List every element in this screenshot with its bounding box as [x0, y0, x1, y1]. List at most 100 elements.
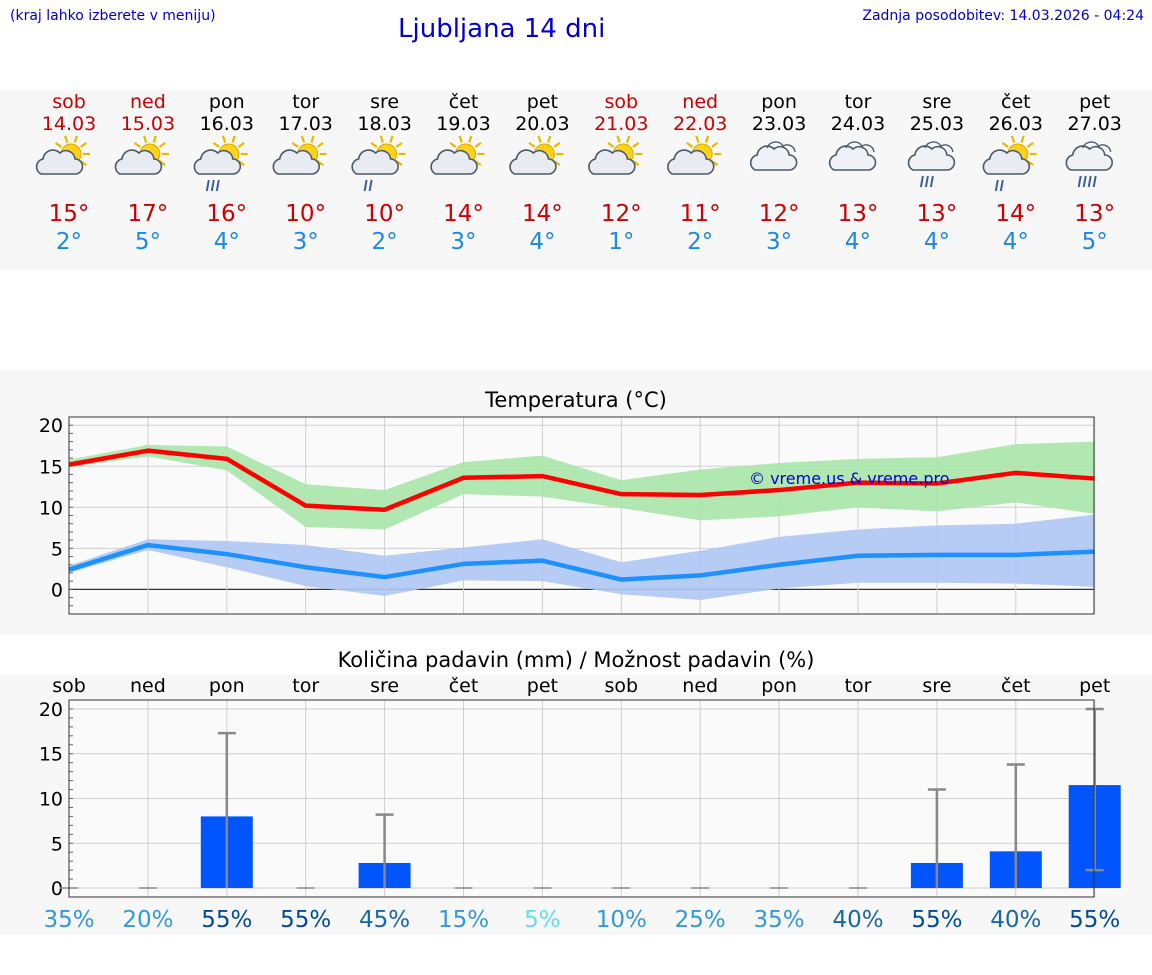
day-name: pon: [209, 91, 245, 113]
min-temp: 4°: [214, 229, 240, 255]
precip-probability: 55%: [1069, 907, 1120, 933]
precip-probability: 5%: [524, 907, 561, 933]
cloudy-rain-icon: [907, 141, 956, 188]
region-menu-note: (kraj lahko izberete v meniju): [10, 8, 216, 24]
day-name: sre: [370, 91, 399, 113]
min-temp: 4°: [529, 229, 555, 255]
precip-probability: 45%: [359, 907, 410, 933]
max-temp: 15°: [49, 201, 90, 227]
precip-probability: 55%: [911, 907, 962, 933]
cloudy-heavy-rain-icon: [1065, 141, 1113, 188]
day-name: sre: [922, 91, 951, 113]
partly-cloudy-icon: [666, 135, 722, 175]
max-temp: 13°: [838, 201, 879, 227]
partly-cloudy-icon: [35, 135, 90, 175]
cloudy-icon: [828, 141, 877, 171]
x-category-label: tor: [292, 675, 319, 697]
cloudy-icon: [749, 141, 798, 171]
x-category-label: pet: [1079, 675, 1110, 697]
y-tick-label: 0: [51, 878, 63, 900]
min-temp: 2°: [56, 229, 82, 255]
day-name: tor: [845, 91, 872, 113]
y-tick-label: 15: [39, 456, 63, 478]
day-date: 25.03: [910, 113, 964, 135]
min-temp: 3°: [293, 229, 319, 255]
y-tick-label: 15: [39, 744, 63, 766]
max-temp: 14°: [995, 201, 1036, 227]
precip-probability: 15%: [438, 907, 489, 933]
y-tick-label: 5: [51, 538, 63, 560]
day-name: pon: [761, 91, 797, 113]
x-category-label: ned: [130, 675, 166, 697]
y-tick-label: 10: [39, 497, 63, 519]
temperature-chart: 0 5 10 15 20 © vreme.us & vreme.pro: [39, 415, 1096, 615]
y-tick-label: 0: [51, 579, 63, 601]
plot-frame: [68, 699, 1095, 898]
precip-probability: 55%: [280, 907, 331, 933]
day-date: 22.03: [673, 113, 727, 135]
x-category-label: sre: [370, 675, 399, 697]
min-temp: 2°: [687, 229, 713, 255]
x-category-label: pon: [761, 675, 797, 697]
day-date: 15.03: [121, 113, 175, 135]
day-name: čet: [449, 91, 479, 113]
watermark: © vreme.us & vreme.pro: [749, 469, 950, 488]
y-tick-label: 10: [39, 789, 63, 811]
partly-cloudy-icon: [430, 135, 485, 175]
partly-cloudy-light-rain-icon: [982, 135, 1037, 192]
day-date: 23.03: [752, 113, 806, 135]
precip-probability: 35%: [754, 907, 805, 933]
x-category-label: čet: [1001, 675, 1031, 697]
day-name: sob: [605, 91, 639, 113]
day-date: 19.03: [436, 113, 490, 135]
day-name: pet: [1079, 91, 1110, 113]
day-name: tor: [292, 91, 319, 113]
min-temp-line: [68, 542, 1095, 582]
min-temp: 5°: [1082, 229, 1108, 255]
day-date: 14.03: [42, 113, 96, 135]
y-tick-label: 20: [39, 699, 63, 721]
min-temp-band: [69, 514, 1095, 601]
x-category-label: sob: [605, 675, 639, 697]
partly-cloudy-icon: [509, 135, 564, 175]
forecast-row: sob14.0315°2°ned15.0317°5°pon16.0316°4°t…: [35, 91, 1122, 255]
last-update: Zadnja posodobitev: 14.03.2026 - 04:24: [862, 8, 1144, 24]
max-temp: 12°: [601, 201, 642, 227]
day-name: ned: [130, 91, 166, 113]
partly-cloudy-icon: [272, 135, 327, 175]
min-temp: 1°: [608, 229, 634, 255]
partly-cloudy-icon: [588, 135, 643, 175]
max-temp: 12°: [759, 201, 800, 227]
page-title: Ljubljana 14 dni: [398, 14, 606, 44]
forecast-panel: [0, 90, 1152, 270]
max-temp: 16°: [206, 201, 247, 227]
max-temp: 11°: [680, 201, 721, 227]
precip-probability: 55%: [201, 907, 252, 933]
temperature-chart-title: Temperatura (°C): [485, 388, 667, 412]
day-date: 27.03: [1067, 113, 1121, 135]
day-date: 24.03: [831, 113, 885, 135]
precip-probability: 25%: [675, 907, 726, 933]
max-temp: 13°: [1074, 201, 1115, 227]
precipitation-chart: sob ned pon tor sre čet pet sob ned pon tor sre čet p…: [39, 675, 1121, 933]
precip-probability: 35%: [43, 907, 94, 933]
x-category-label: pon: [209, 675, 245, 697]
x-category-label: sre: [922, 675, 951, 697]
y-tick-label: 5: [51, 833, 63, 855]
min-temp: 4°: [845, 229, 871, 255]
min-temp: 4°: [1003, 229, 1029, 255]
precip-probability: 10%: [596, 907, 647, 933]
precipitation-chart-title: Količina padavin (mm) / Možnost padavin …: [337, 648, 815, 672]
day-date: 18.03: [357, 113, 411, 135]
precip-probability: 20%: [122, 907, 173, 933]
precip-probability: 40%: [832, 907, 883, 933]
max-temp: 13°: [917, 201, 958, 227]
min-temp: 4°: [924, 229, 950, 255]
day-name: ned: [682, 91, 718, 113]
min-temp: 3°: [450, 229, 476, 255]
x-category-label: tor: [845, 675, 872, 697]
x-category-label: ned: [682, 675, 718, 697]
partly-cloudy-rain-icon: [193, 135, 248, 192]
max-temp-line: [68, 448, 1095, 513]
max-temp: 14°: [443, 201, 484, 227]
